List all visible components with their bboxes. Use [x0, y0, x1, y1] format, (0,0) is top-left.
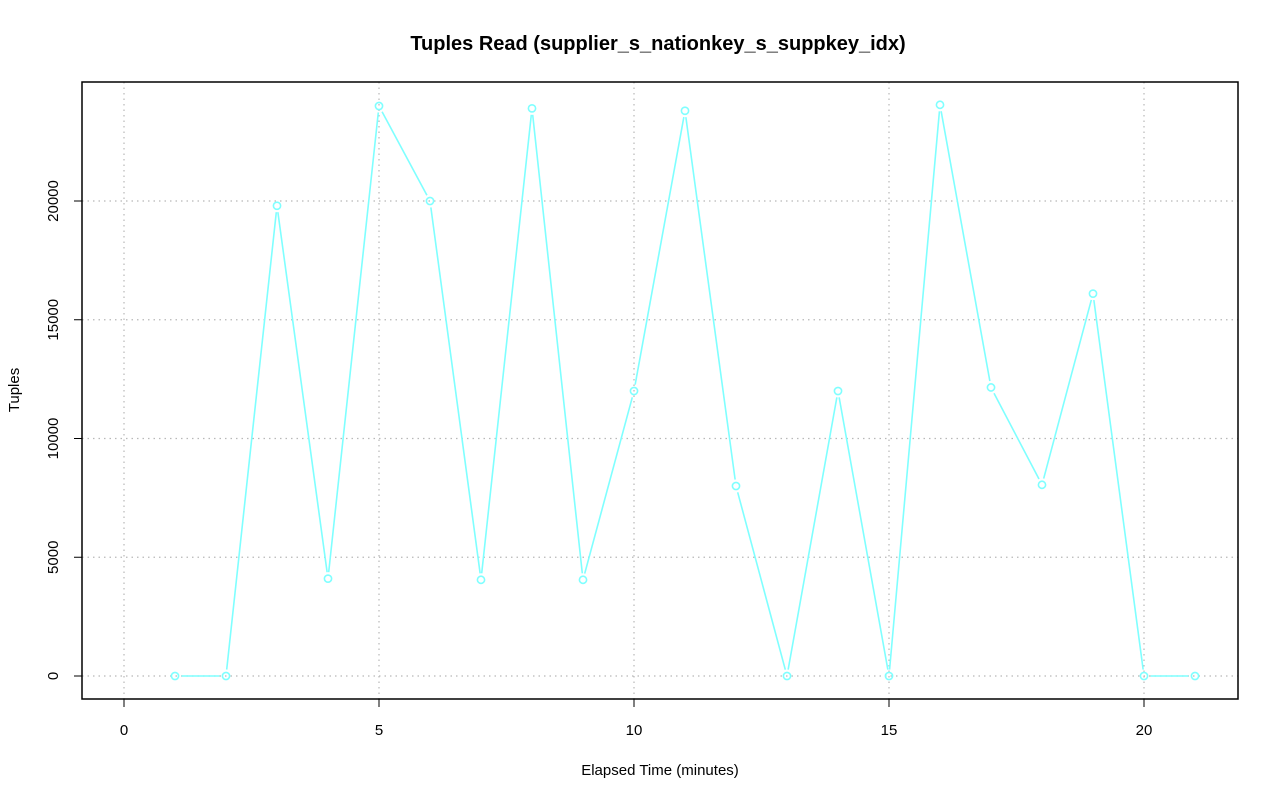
series-line-segment — [430, 207, 481, 574]
series-line-segment — [1093, 299, 1144, 670]
data-point — [221, 671, 231, 681]
data-point — [374, 101, 384, 111]
data-point — [1190, 671, 1200, 681]
series-line-segment — [736, 492, 787, 670]
series-line-segment — [634, 117, 685, 385]
x-axis-label: Elapsed Time (minutes) — [581, 762, 739, 779]
series-line-segment — [531, 114, 584, 574]
x-axis: 0 5 10 15 20 — [120, 699, 1153, 739]
data-point — [782, 671, 792, 681]
series-line-segment — [1042, 299, 1093, 479]
data-point — [1139, 671, 1149, 681]
series-line-segment — [940, 111, 991, 382]
y-tick-label: 15000 — [45, 299, 62, 341]
data-point — [323, 574, 333, 584]
series-line-segment — [381, 111, 428, 196]
data-point — [578, 575, 588, 585]
series-layer — [170, 100, 1200, 681]
series-line-segment — [480, 114, 533, 574]
series-line-segment — [787, 397, 838, 670]
data-point — [833, 386, 843, 396]
data-point — [1037, 480, 1047, 490]
y-tick-label: 10000 — [45, 418, 62, 460]
data-point — [986, 383, 996, 392]
series-line-segment — [838, 397, 889, 670]
data-point — [527, 103, 537, 113]
series-line-segment — [225, 212, 278, 670]
data-point — [1088, 289, 1098, 299]
data-point — [680, 106, 690, 116]
series-0 — [170, 100, 1200, 681]
series-line-segment — [327, 112, 380, 573]
y-tick-label: 5000 — [45, 541, 62, 574]
y-axis: 0 5000 10000 15000 20000 — [45, 180, 82, 680]
data-point — [731, 481, 741, 491]
grid — [82, 82, 1238, 699]
data-point — [629, 386, 639, 396]
data-point — [935, 100, 945, 110]
y-axis-label: Tuples — [6, 368, 23, 412]
series-line-segment — [993, 392, 1040, 480]
data-point — [425, 196, 435, 206]
y-tick-label: 20000 — [45, 180, 62, 222]
x-tick-label: 0 — [120, 722, 128, 739]
series-line-segment — [277, 212, 328, 573]
x-tick-label: 5 — [375, 722, 383, 739]
x-tick-label: 15 — [881, 722, 898, 739]
x-tick-label: 20 — [1136, 722, 1153, 739]
data-point — [272, 201, 282, 211]
series-line-segment — [888, 111, 941, 670]
plot-frame — [81, 81, 1239, 700]
series-line-segment — [685, 117, 736, 480]
series-line-segment — [583, 397, 634, 574]
chart-title: Tuples Read (supplier_s_nationkey_s_supp… — [410, 33, 905, 55]
data-point — [476, 575, 486, 585]
data-point — [170, 671, 180, 681]
y-tick-label: 0 — [45, 672, 62, 680]
data-point — [884, 671, 894, 681]
x-tick-label: 10 — [626, 722, 643, 739]
